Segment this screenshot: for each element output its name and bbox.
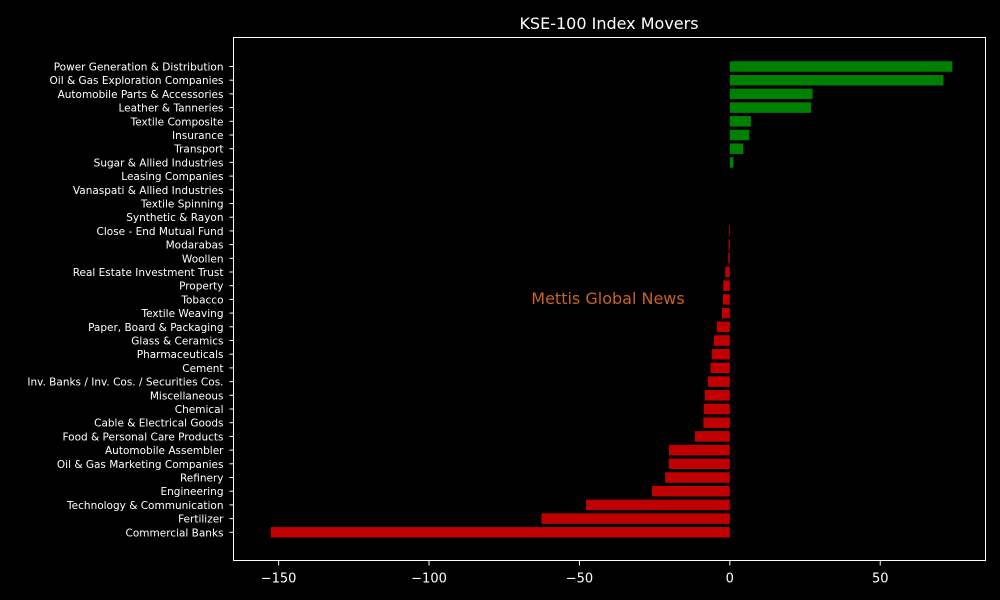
category-label: Modarabas [166,240,224,252]
bar [703,417,730,428]
bar [721,307,730,319]
bar [725,266,730,278]
bars-group [270,61,953,538]
bar [668,458,730,470]
bar [728,239,730,250]
category-label: Real Estate Investment Trust [73,267,224,279]
category-label: Engineering [161,486,224,498]
category-label: Close - End Mutual Fund [97,226,224,238]
category-label: Insurance [172,130,224,142]
category-label: Fertilizer [178,514,224,526]
category-label: Vanaspati & Allied Industries [73,185,224,197]
x-tick-label: −50 [566,572,593,587]
bar [729,116,751,127]
category-label: Synthetic & Rayon [126,212,223,224]
category-label: Miscellaneous [150,390,224,402]
category-label: Property [179,281,223,293]
category-label: Cement [182,363,223,375]
category-label: Chemical [175,404,224,416]
bar [723,280,730,291]
category-label: Inv. Banks / Inv. Cos. / Securities Cos. [27,377,223,389]
bar [270,527,730,538]
bar [703,403,730,415]
bar [729,157,734,168]
bar [586,499,730,511]
category-label: Cable & Electrical Goods [94,418,223,430]
bar [711,348,730,360]
bar [694,431,730,442]
category-label: Textile Weaving [141,308,224,320]
category-label: Glass & Ceramics [131,336,223,348]
bar [728,253,730,264]
category-label: Transport [173,144,223,156]
bar [729,102,812,113]
bar [665,472,730,483]
category-label: Sugar & Allied Industries [94,157,224,169]
category-label: Technology & Communication [66,500,223,512]
bar [651,485,730,497]
bar [722,294,730,305]
category-label: Oil & Gas Exploration Companies [50,75,224,87]
bar [541,513,730,524]
category-label: Automobile Parts & Accessories [58,89,224,101]
x-tick-label: 0 [726,572,734,587]
category-label: Textile Spinning [140,199,224,211]
bar [713,335,730,346]
bar [729,88,813,100]
category-label: Oil & Gas Marketing Companies [57,459,224,471]
bar [729,143,744,154]
category-label: Tobacco [180,294,223,306]
category-label: Automobile Assembler [105,445,224,457]
category-label: Woollen [182,253,224,265]
category-label: Pharmaceuticals [137,349,224,361]
bar [729,61,953,72]
bar [728,225,730,237]
category-label: Leasing Companies [121,171,223,183]
watermark-text: Mettis Global News [531,289,684,308]
bar [669,444,730,456]
category-label: Commercial Banks [126,527,224,539]
x-tick-label: −150 [261,572,297,587]
category-label: Food & Personal Care Products [62,431,223,443]
bar [729,129,750,141]
category-label: Paper, Board & Packaging [88,322,223,334]
x-tick-label: −100 [411,572,447,587]
plot-frame [233,37,986,561]
bar [707,376,730,387]
category-label: Refinery [180,473,224,485]
bar [704,390,730,401]
bar [716,321,730,333]
bar [710,362,730,374]
category-label: Leather & Tanneries [118,103,223,115]
category-label: Textile Composite [130,116,224,128]
category-label: Power Generation & Distribution [54,62,224,74]
x-axis-ticks-group: −150 −100 −50 0 50 [261,560,889,587]
chart-title: KSE-100 Index Movers [519,14,698,33]
x-tick-label: 50 [872,572,889,587]
bar [729,74,944,86]
